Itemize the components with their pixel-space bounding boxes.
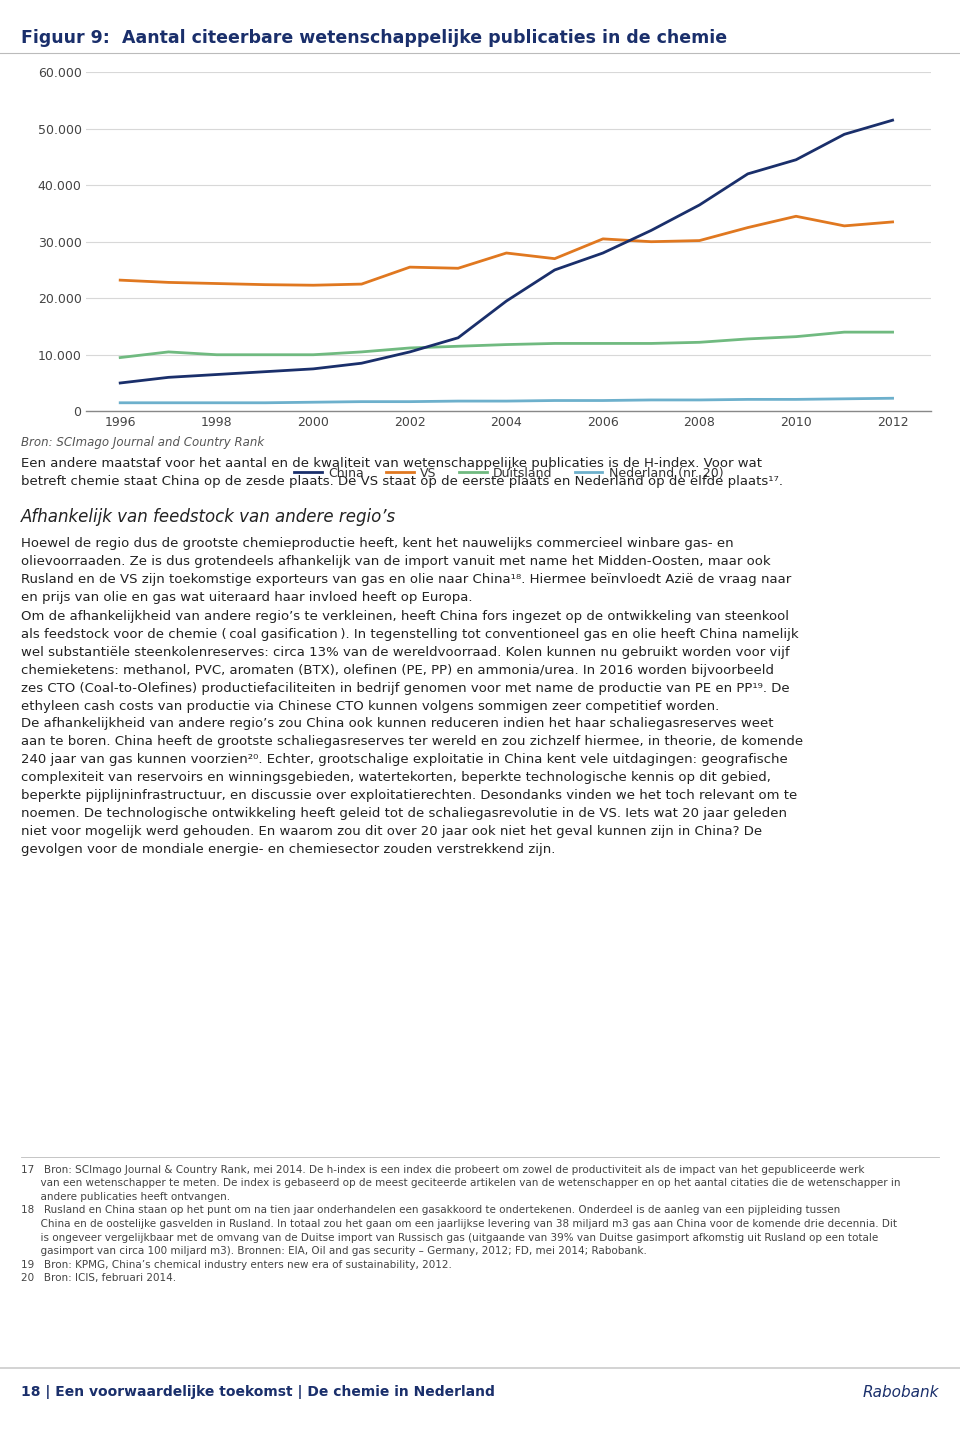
Text: 17   Bron: SCImago Journal & Country Rank, mei 2014. De h-index is een index die: 17 Bron: SCImago Journal & Country Rank,… — [21, 1165, 900, 1283]
Text: Een andere maatstaf voor het aantal en de kwaliteit van wetenschappelijke public: Een andere maatstaf voor het aantal en d… — [21, 457, 783, 488]
Text: Rabobank: Rabobank — [862, 1385, 939, 1400]
Legend: China, VS, Duitsland, Nederland (nr. 20): China, VS, Duitsland, Nederland (nr. 20) — [289, 462, 729, 485]
Text: Figuur 9:: Figuur 9: — [21, 29, 110, 46]
Text: Afhankelijk van feedstock van andere regio’s: Afhankelijk van feedstock van andere reg… — [21, 508, 396, 525]
Text: Aantal citeerbare wetenschappelijke publicaties in de chemie: Aantal citeerbare wetenschappelijke publ… — [110, 29, 728, 46]
Text: 18 | Een voorwaardelijke toekomst | De chemie in Nederland: 18 | Een voorwaardelijke toekomst | De c… — [21, 1385, 495, 1400]
Text: Hoewel de regio dus de grootste chemieproductie heeft, kent het nauwelijks comme: Hoewel de regio dus de grootste chemiepr… — [21, 537, 791, 603]
Text: Bron: SCImago Journal and Country Rank: Bron: SCImago Journal and Country Rank — [21, 436, 264, 449]
Text: De afhankelijkheid van andere regio’s zou China ook kunnen reduceren indien het : De afhankelijkheid van andere regio’s zo… — [21, 717, 804, 856]
Text: Om de afhankelijkheid van andere regio’s te verkleinen, heeft China fors ingezet: Om de afhankelijkheid van andere regio’s… — [21, 610, 799, 713]
